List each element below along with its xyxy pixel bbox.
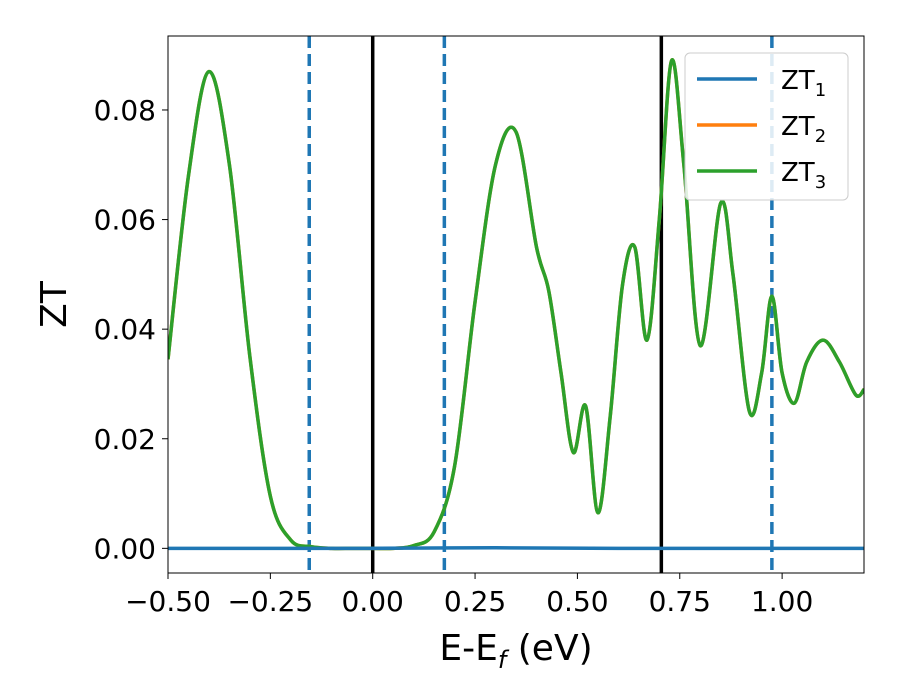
legend-box bbox=[684, 52, 849, 201]
tick-layer: −0.50 −0.25 0.00 0.25 0.50 0.75 1.00 0.00 0.02 0.… bbox=[94, 94, 814, 618]
x-tick-label-4: 0.50 bbox=[546, 585, 608, 618]
y-tick-label-3: 0.06 bbox=[94, 204, 156, 237]
x-tick-label-5: 0.75 bbox=[649, 585, 711, 618]
legend-label-zt3: ZT3 bbox=[781, 158, 826, 193]
y-tick-label-1: 0.02 bbox=[94, 423, 156, 456]
plot-area bbox=[168, 36, 864, 573]
legend-label-zt2: ZT2 bbox=[781, 112, 826, 147]
x-tick-label-1: −0.25 bbox=[227, 585, 313, 618]
series-line-zt3 bbox=[168, 58, 864, 551]
axes-frame bbox=[167, 35, 865, 574]
x-axis-label: E-Ef (eV) bbox=[439, 628, 592, 674]
y-tick-label-4: 0.08 bbox=[94, 94, 156, 127]
y-tick-label-2: 0.04 bbox=[94, 313, 156, 346]
y-tick-label-0: 0.00 bbox=[94, 532, 156, 565]
y-axis-label: ZT bbox=[34, 280, 75, 328]
legend-label-zt1: ZT1 bbox=[781, 66, 826, 101]
x-tick-label-2: 0.00 bbox=[342, 585, 404, 618]
series-line-zt1 bbox=[168, 546, 864, 551]
x-tick-label-0: −0.50 bbox=[125, 585, 211, 618]
x-tick-label-3: 0.25 bbox=[444, 585, 506, 618]
legend: ZT1 ZT2 ZT3 bbox=[684, 52, 849, 201]
x-tick-label-6: 1.00 bbox=[751, 585, 813, 618]
